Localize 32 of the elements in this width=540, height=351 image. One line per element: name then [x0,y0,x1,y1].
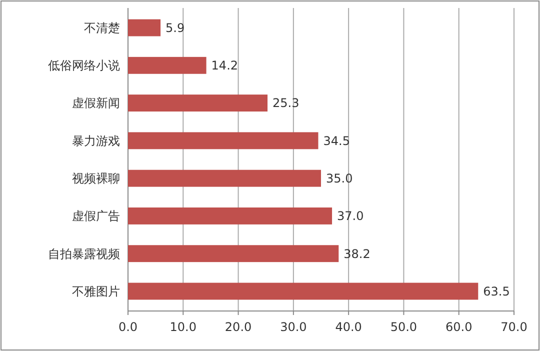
data-label: 63.5 [483,284,510,298]
x-tick-label: 30.0 [280,320,307,334]
bar [128,282,478,300]
bar [128,56,206,74]
x-tick-label: 10.0 [170,320,196,334]
y-tick-label: 虚假新闻 [72,96,120,110]
bar [128,245,339,262]
x-tick-label: 20.0 [224,320,252,334]
data-label: 38.2 [344,246,370,261]
x-tick-label: 40.0 [335,320,362,334]
x-tick-label: 60.0 [446,320,472,334]
data-label: 35.0 [326,172,353,186]
x-tick-label: 0.0 [118,320,138,334]
data-label: 34.5 [323,134,350,148]
y-tick-label: 视频裸聊 [72,172,120,186]
data-label: 14.2 [211,58,238,73]
bar [128,170,321,187]
data-label: 25.3 [272,96,300,110]
y-tick-label: 暴力游戏 [72,134,120,148]
y-tick-label: 低俗网络小说 [48,58,120,73]
bar [128,207,332,224]
y-tick-label: 虚假广告 [72,209,120,224]
x-tick-label: 70.0 [500,320,528,334]
data-label: 37.0 [337,209,364,224]
y-tick-label: 不雅图片 [72,284,120,298]
x-tick-label: 50.0 [390,320,418,334]
data-label: 5.9 [166,20,185,35]
y-tick-label: 不清楚 [84,20,120,35]
bar [128,19,161,36]
bar [128,132,318,150]
bar [128,94,268,112]
y-tick-label: 自拍暴露视频 [48,246,120,261]
